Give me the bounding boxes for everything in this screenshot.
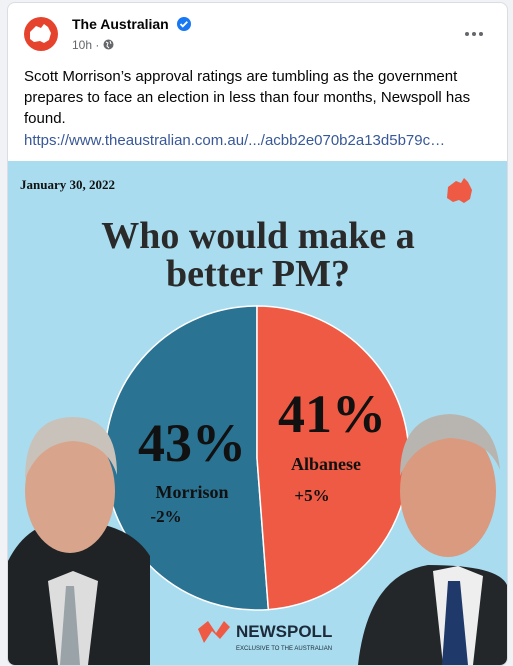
date: January 30, 2022 bbox=[20, 177, 115, 192]
value-label: 43% bbox=[138, 413, 246, 473]
avatar[interactable] bbox=[8, 3, 68, 63]
post-text: Scott Morrison’s approval ratings are tu… bbox=[24, 68, 471, 127]
post-card: The Australian 10h · Scott Morrison’s ap… bbox=[7, 2, 508, 666]
category-label: Morrison bbox=[156, 482, 229, 502]
change-label: +5% bbox=[294, 486, 329, 505]
author-name[interactable]: The Australian bbox=[72, 16, 169, 32]
post-image[interactable]: January 30, 2022 43% Morrison -2% 41% Al… bbox=[8, 161, 507, 665]
photo-left bbox=[8, 417, 150, 665]
pie bbox=[104, 305, 410, 611]
globe-icon bbox=[103, 39, 114, 50]
category-label: Albanese bbox=[291, 454, 361, 474]
brand: NEWSPOLL bbox=[236, 622, 332, 641]
australia-icon bbox=[447, 178, 472, 203]
post-link[interactable]: https://www.theaustralian.com.au/.../acb… bbox=[24, 132, 446, 149]
photo-right bbox=[358, 414, 507, 665]
change-label: -2% bbox=[150, 507, 181, 526]
chart: January 30, 2022 43% Morrison -2% 41% Al… bbox=[8, 177, 507, 665]
more-button[interactable] bbox=[463, 29, 487, 39]
newspoll-logo bbox=[198, 621, 230, 643]
time[interactable]: 10h bbox=[72, 38, 93, 52]
chart-title: Who would make a better PM? bbox=[101, 215, 415, 295]
post-time[interactable]: 10h · bbox=[72, 38, 114, 52]
value-label: 41% bbox=[278, 384, 386, 444]
brand-tagline: EXCLUSIVE TO THE AUSTRALIAN bbox=[236, 646, 332, 652]
verified-badge bbox=[177, 17, 191, 31]
